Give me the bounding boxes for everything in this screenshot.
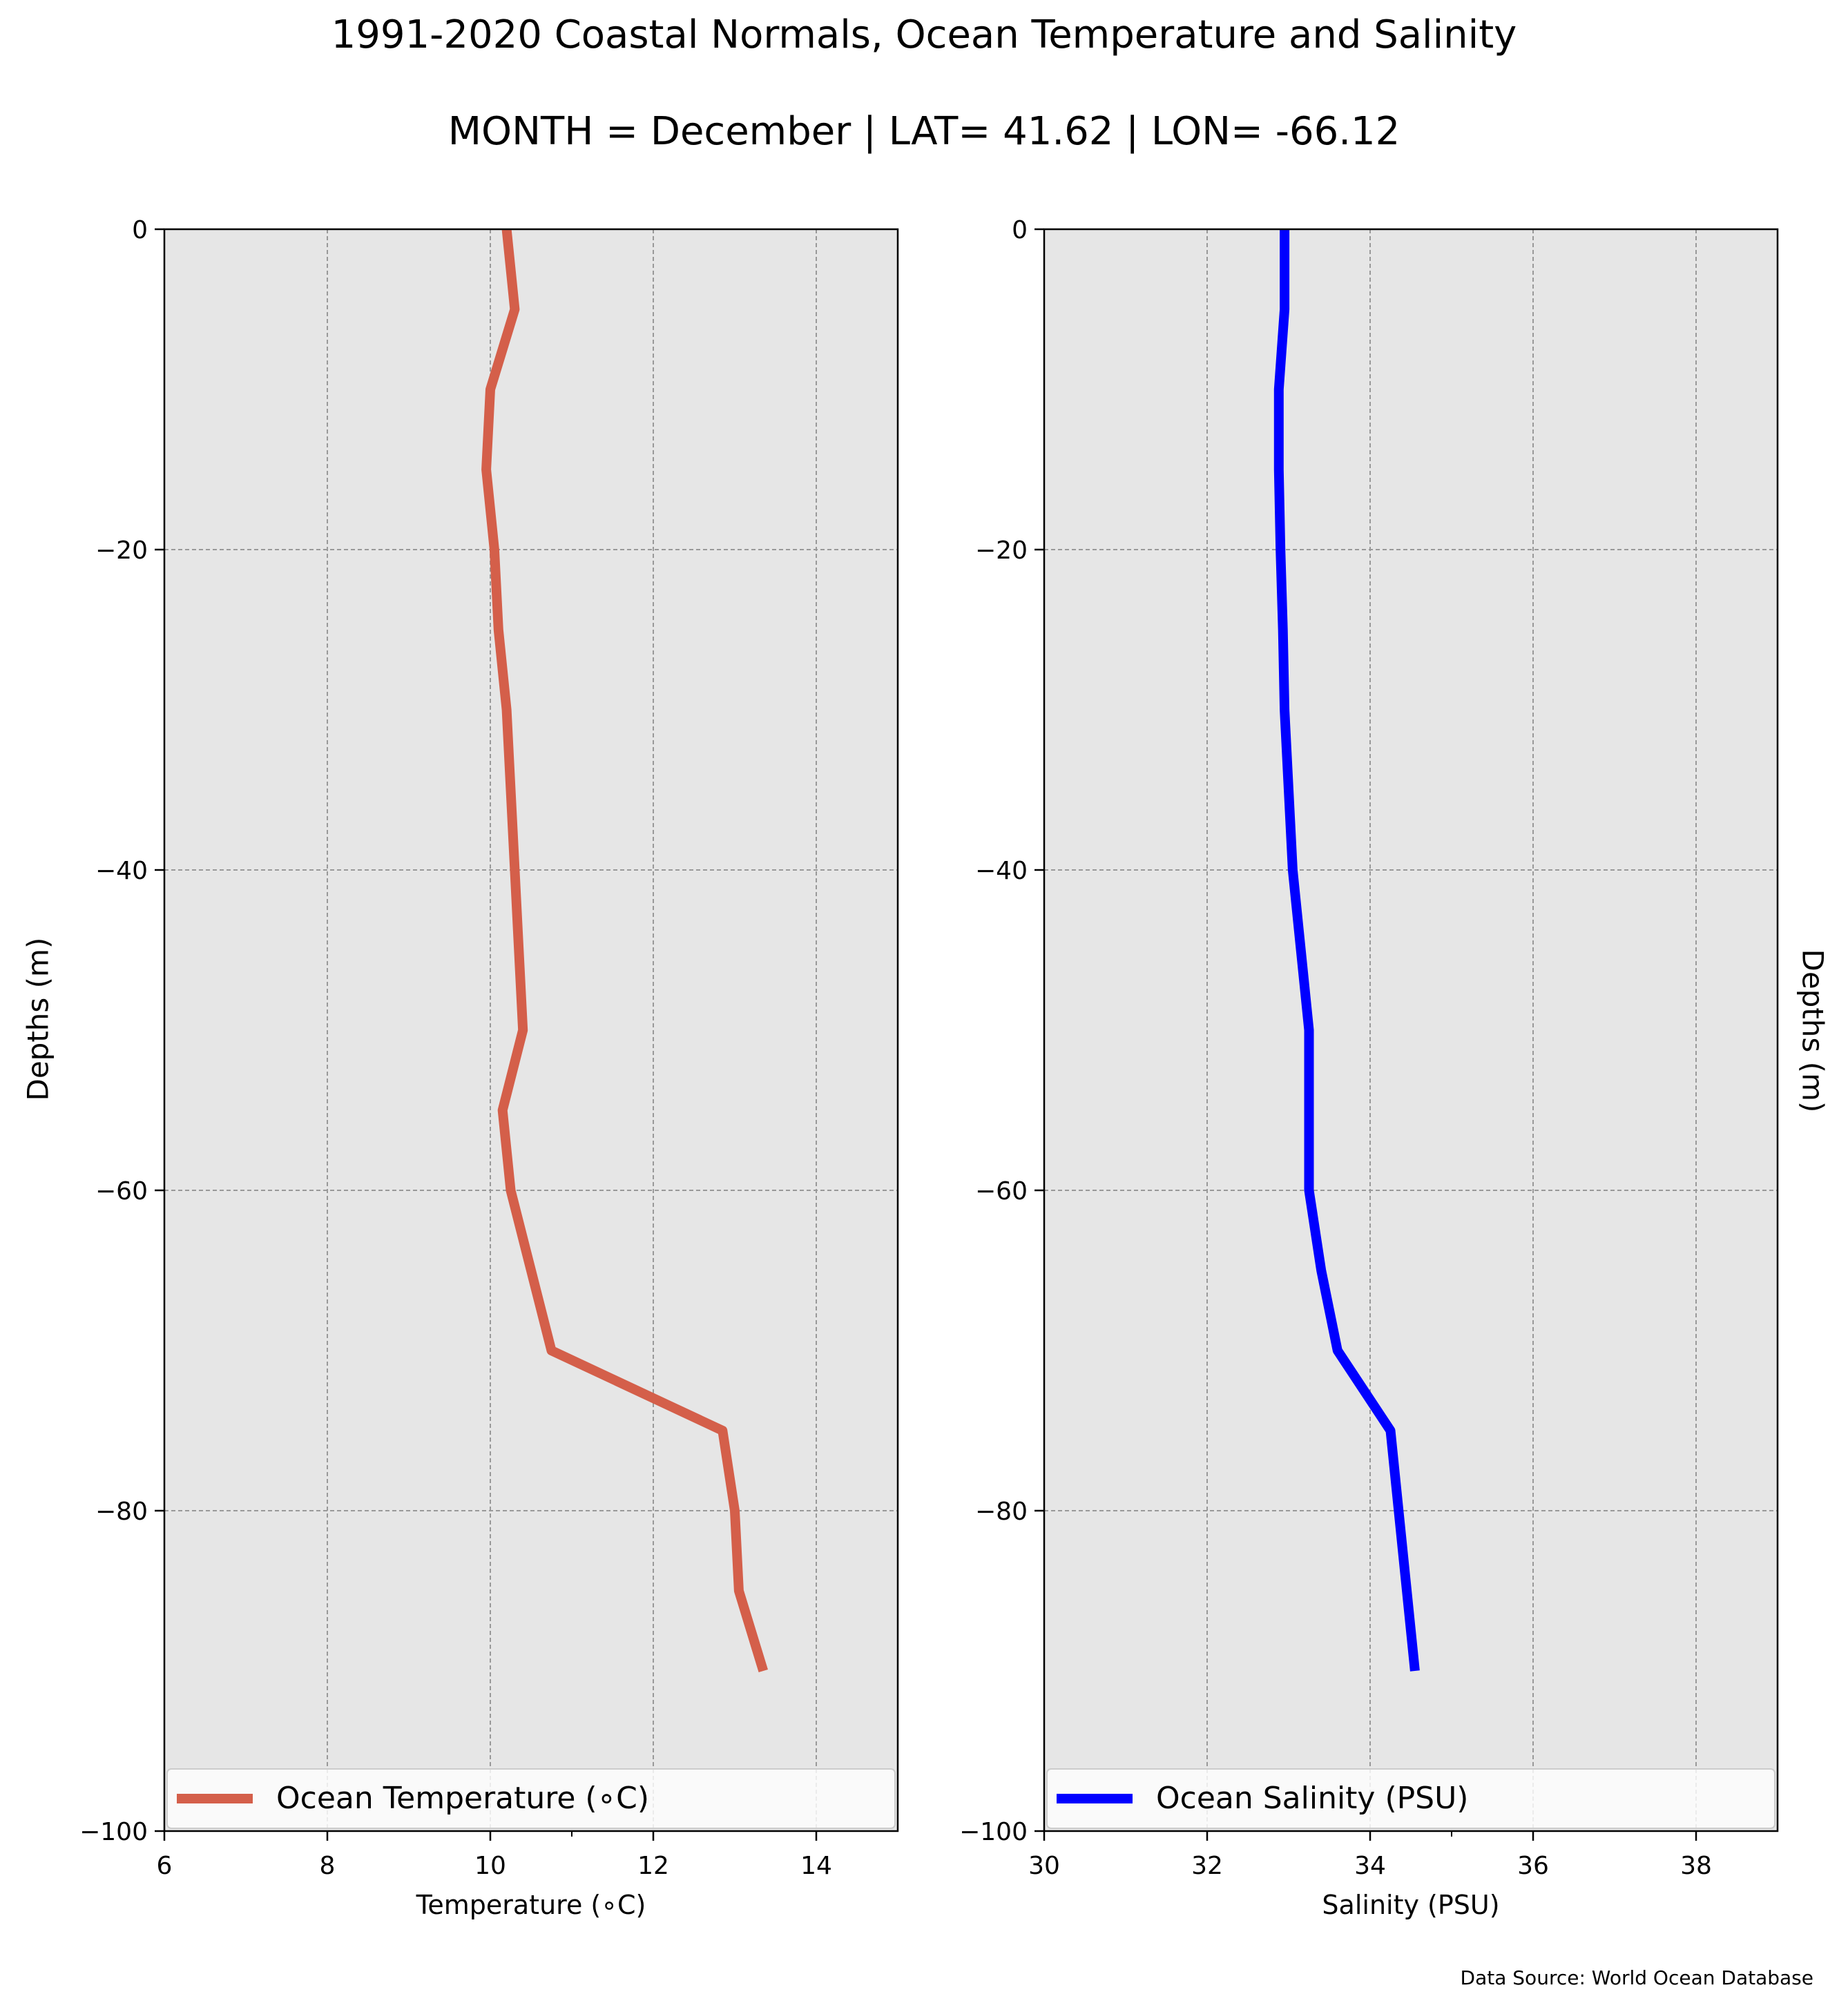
legend-box xyxy=(1046,1768,1775,1829)
axes-frame xyxy=(1043,228,1779,1832)
x-tick-label: 36 xyxy=(1517,1852,1549,1880)
x-tick-label: 10 xyxy=(474,1852,506,1880)
x-tick-label: 12 xyxy=(637,1852,669,1880)
y-tick-label: 0 xyxy=(132,216,148,244)
x-axis-label: Temperature (∘C) xyxy=(416,1890,646,1920)
legend-label: Ocean Salinity (PSU) xyxy=(1156,1781,1468,1816)
y-tick-label: −100 xyxy=(959,1818,1028,1846)
y-axis-label-left: Depths (m) xyxy=(21,937,55,1101)
plot-area xyxy=(1044,229,1778,1831)
legend-box xyxy=(166,1768,896,1829)
x-axis-label: Salinity (PSU) xyxy=(1322,1890,1499,1920)
y-tick-label: −100 xyxy=(79,1818,148,1846)
y-tick-label: 0 xyxy=(1012,216,1028,244)
x-tick-label: 30 xyxy=(1028,1852,1060,1880)
y-tick-label: −20 xyxy=(95,536,148,565)
y-tick-label: −60 xyxy=(95,1177,148,1206)
temperature-panel: Ocean Temperature (∘C) 6 8 10 12 14 0 −20 −40 −60… xyxy=(79,216,899,1920)
data-source-note: Data Source: World Ocean Database xyxy=(1460,1966,1813,1989)
legend: Ocean Temperature (∘C) xyxy=(166,1768,896,1829)
y-axis-label-right: Depths (m) xyxy=(1796,949,1830,1113)
y-tick-label: −60 xyxy=(975,1177,1028,1206)
plot-area xyxy=(164,229,898,1831)
x-tick-label: 6 xyxy=(157,1852,173,1880)
y-tick-label: −80 xyxy=(975,1498,1028,1526)
legend-label: Ocean Temperature (∘C) xyxy=(276,1781,649,1816)
y-tick-label: −40 xyxy=(95,857,148,885)
legend: Ocean Salinity (PSU) xyxy=(1046,1768,1775,1829)
y-tick-label: −80 xyxy=(95,1498,148,1526)
chart-title: 1991-2020 Coastal Normals, Ocean Tempera… xyxy=(331,12,1517,57)
y-tick-label: −40 xyxy=(975,857,1028,885)
series-line xyxy=(481,229,768,1673)
x-tick-label: 34 xyxy=(1354,1852,1386,1880)
y-tick-label: −20 xyxy=(975,536,1028,565)
x-tick-label: 8 xyxy=(320,1852,336,1880)
chart-subtitle: MONTH = December | LAT= 41.62 | LON= -66… xyxy=(447,109,1401,154)
axes-frame xyxy=(163,228,899,1832)
x-tick-label: 38 xyxy=(1680,1852,1712,1880)
x-tick-label: 32 xyxy=(1191,1852,1223,1880)
x-tick-label: 14 xyxy=(800,1852,832,1880)
salinity-panel: Ocean Salinity (PSU) 30 32 34 36 38 0 −20 −40 −60… xyxy=(959,216,1779,1920)
series-line xyxy=(1273,229,1420,1672)
